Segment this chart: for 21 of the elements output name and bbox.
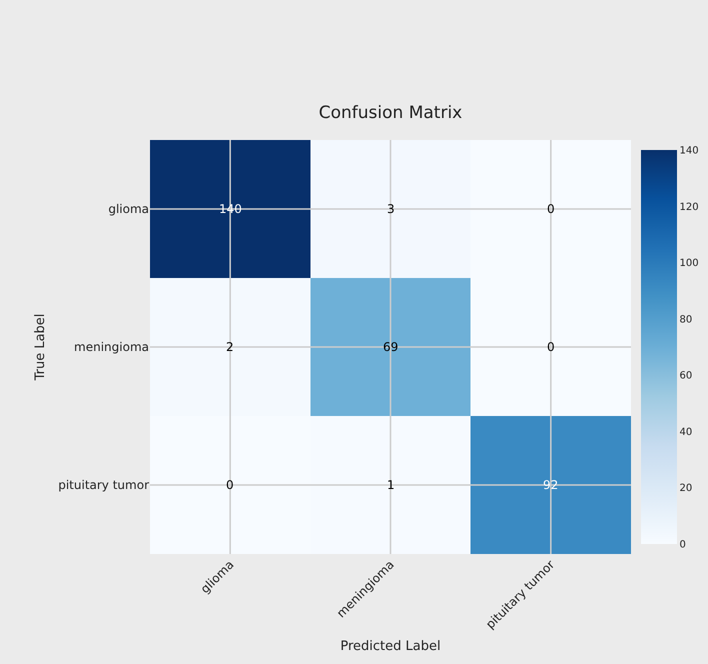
- color-bar-label: 20: [680, 483, 692, 494]
- color-bar-label: 100: [680, 258, 699, 270]
- data-label: 69: [383, 340, 398, 354]
- chart-title: Confusion Matrix: [318, 103, 462, 123]
- y-tick-label: glioma: [108, 202, 149, 216]
- color-bar-label: 40: [680, 426, 692, 438]
- y-axis-title: True Label: [33, 314, 48, 382]
- data-label: 3: [387, 202, 395, 216]
- data-label: 0: [547, 340, 555, 354]
- color-bar-label: 60: [680, 370, 692, 382]
- data-label: 0: [547, 202, 555, 216]
- color-bar-label: 120: [680, 202, 699, 213]
- y-tick-label: pituitary tumor: [58, 478, 150, 492]
- color-bar-label: 80: [680, 314, 692, 326]
- y-tick-label: meningioma: [74, 340, 149, 354]
- data-label: 1: [387, 478, 395, 492]
- data-label: 2: [226, 340, 234, 354]
- data-label: 0: [226, 478, 234, 492]
- x-axis-title: Predicted Label: [340, 639, 441, 654]
- color-bar-label: 0: [680, 540, 686, 550]
- color-bar-label: 140: [680, 146, 699, 156]
